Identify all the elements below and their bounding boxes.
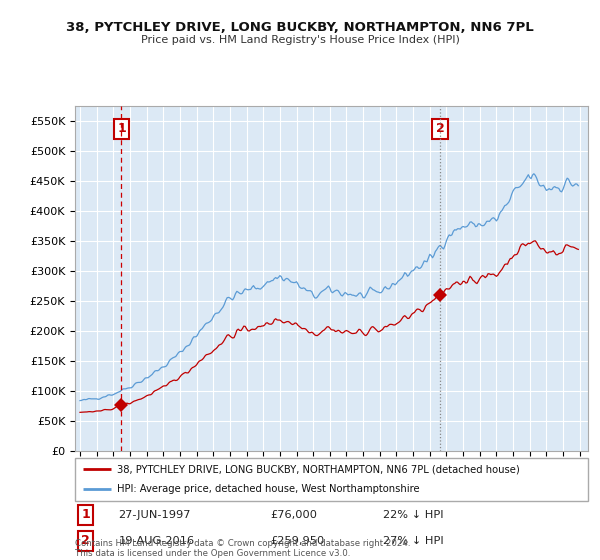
Text: 27-JUN-1997: 27-JUN-1997 [119,510,191,520]
Text: 22% ↓ HPI: 22% ↓ HPI [383,510,443,520]
Text: 1: 1 [81,508,90,521]
Text: Price paid vs. HM Land Registry's House Price Index (HPI): Price paid vs. HM Land Registry's House … [140,35,460,45]
Text: £76,000: £76,000 [270,510,317,520]
Text: 1: 1 [117,122,126,136]
Text: Contains HM Land Registry data © Crown copyright and database right 2024.
This d: Contains HM Land Registry data © Crown c… [75,539,410,558]
Text: HPI: Average price, detached house, West Northamptonshire: HPI: Average price, detached house, West… [117,484,419,494]
Text: 38, PYTCHLEY DRIVE, LONG BUCKBY, NORTHAMPTON, NN6 7PL: 38, PYTCHLEY DRIVE, LONG BUCKBY, NORTHAM… [66,21,534,34]
Text: 27% ↓ HPI: 27% ↓ HPI [383,536,443,546]
FancyBboxPatch shape [75,458,588,501]
Text: £259,950: £259,950 [270,536,324,546]
Text: 2: 2 [81,534,90,548]
Text: 19-AUG-2016: 19-AUG-2016 [119,536,195,546]
Text: 38, PYTCHLEY DRIVE, LONG BUCKBY, NORTHAMPTON, NN6 7PL (detached house): 38, PYTCHLEY DRIVE, LONG BUCKBY, NORTHAM… [117,464,520,474]
Text: 2: 2 [436,122,445,136]
